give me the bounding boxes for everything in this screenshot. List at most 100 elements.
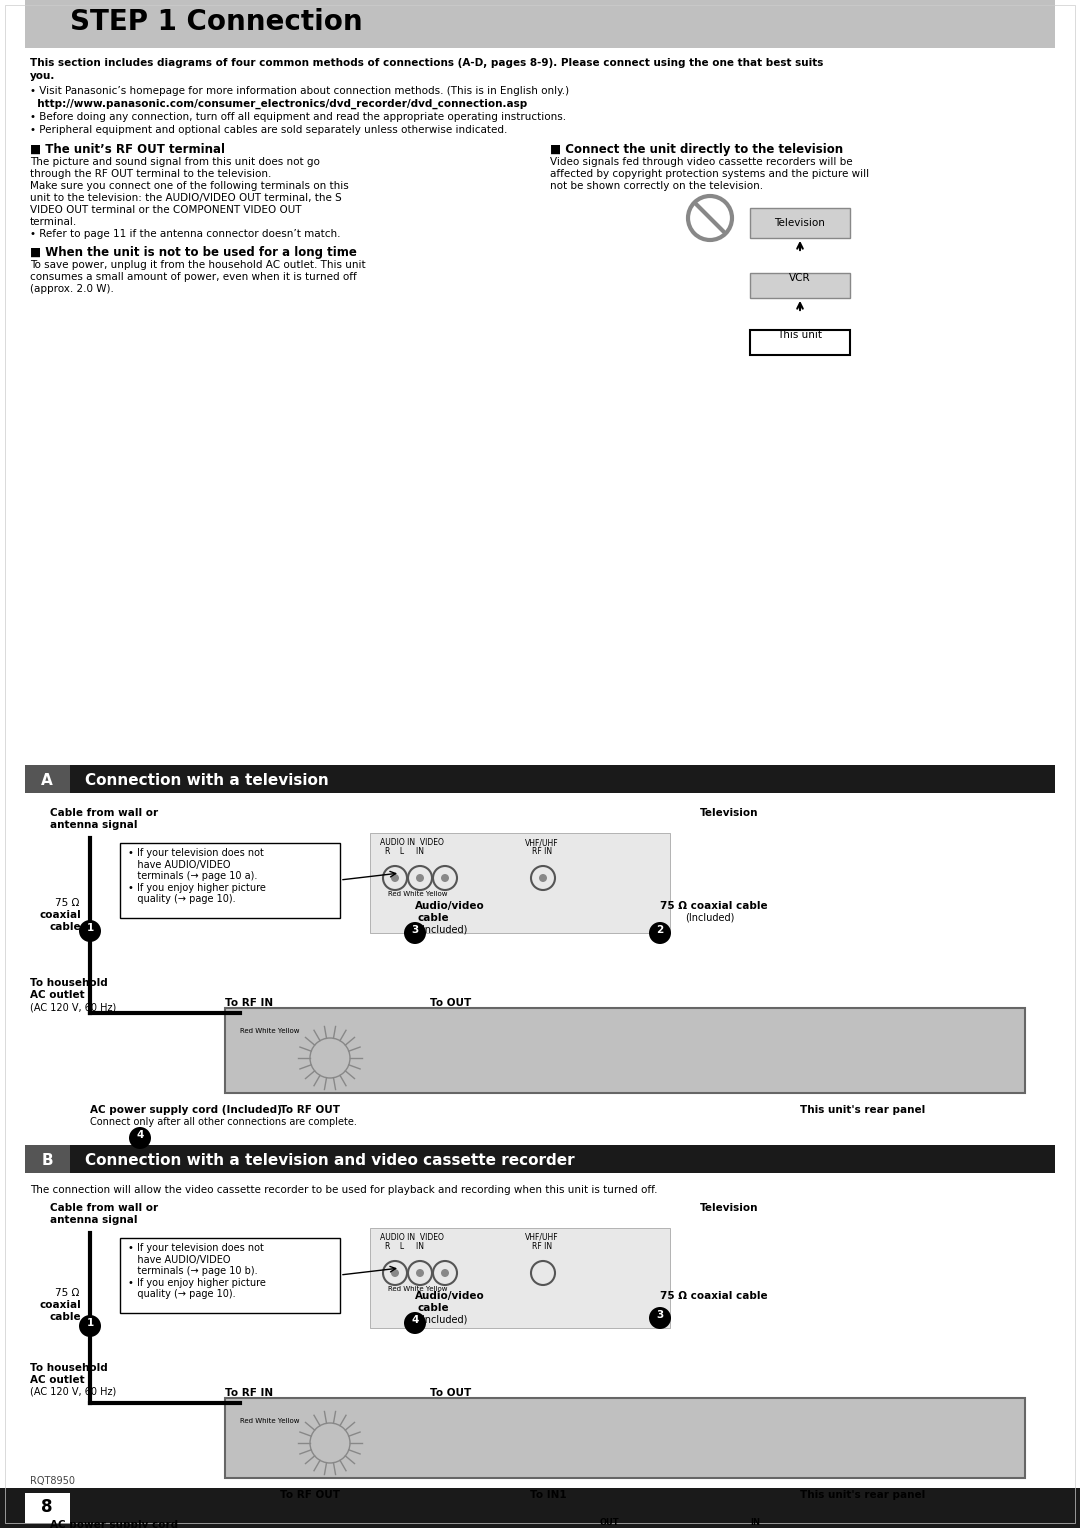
Text: ■ The unit’s RF OUT terminal: ■ The unit’s RF OUT terminal (30, 144, 225, 156)
Text: through the RF OUT terminal to the television.: through the RF OUT terminal to the telev… (30, 170, 271, 179)
Circle shape (404, 1313, 426, 1334)
Text: antenna signal: antenna signal (50, 1215, 137, 1225)
Text: To household: To household (30, 1363, 108, 1374)
Text: Television: Television (774, 219, 825, 228)
Bar (0, 1488, 1080, 1528)
Text: affected by copyright protection systems and the picture will: affected by copyright protection systems… (550, 170, 869, 179)
Text: not be shown correctly on the television.: not be shown correctly on the television… (550, 180, 764, 191)
Text: (approx. 2.0 W).: (approx. 2.0 W). (30, 284, 113, 293)
Text: Connection with a television: Connection with a television (85, 773, 328, 788)
Circle shape (649, 921, 671, 944)
Text: Red White Yellow: Red White Yellow (388, 891, 447, 897)
Bar (25, 1493, 70, 1523)
Bar (25, 0, 1055, 47)
Text: R    L     IN: R L IN (384, 847, 424, 856)
Circle shape (539, 874, 546, 882)
Text: The connection will allow the video cassette recorder to be used for playback an: The connection will allow the video cass… (30, 1186, 658, 1195)
Circle shape (129, 1128, 151, 1149)
Text: AUDIO IN  VIDEO: AUDIO IN VIDEO (380, 1233, 444, 1242)
Text: AC outlet: AC outlet (30, 990, 84, 999)
Bar (25, 766, 70, 793)
Text: This unit's rear panel: This unit's rear panel (800, 1105, 926, 1115)
Text: ■ When the unit is not to be used for a long time: ■ When the unit is not to be used for a … (30, 246, 356, 260)
Bar (750, 330, 850, 354)
Bar (225, 1398, 1025, 1478)
Circle shape (79, 1316, 102, 1337)
Text: 2: 2 (657, 924, 663, 935)
Text: Red White Yellow: Red White Yellow (240, 1418, 299, 1424)
Text: To RF OUT: To RF OUT (280, 1105, 340, 1115)
Text: cable: cable (418, 1303, 449, 1313)
Text: (AC 120 V, 60 Hz): (AC 120 V, 60 Hz) (30, 1002, 117, 1012)
Text: This section includes diagrams of four common methods of connections (A-D, pages: This section includes diagrams of four c… (30, 58, 823, 69)
Text: • Visit Panasonic’s homepage for more information about connection methods. (Thi: • Visit Panasonic’s homepage for more in… (30, 86, 569, 96)
Bar (25, 766, 1055, 793)
Circle shape (391, 874, 399, 882)
Text: RQT8950: RQT8950 (30, 1476, 75, 1487)
Text: VHF/UHF: VHF/UHF (525, 1233, 558, 1242)
Text: 3: 3 (657, 1309, 663, 1320)
Text: http://www.panasonic.com/consumer_electronics/dvd_recorder/dvd_connection.asp: http://www.panasonic.com/consumer_electr… (30, 99, 527, 110)
Circle shape (416, 874, 424, 882)
Circle shape (391, 1268, 399, 1277)
Circle shape (416, 1268, 424, 1277)
Text: Television: Television (700, 808, 758, 817)
Text: To save power, unplug it from the household AC outlet. This unit: To save power, unplug it from the househ… (30, 260, 366, 270)
Text: Audio/video: Audio/video (415, 902, 485, 911)
Text: IN: IN (750, 1517, 760, 1526)
Text: (Included): (Included) (418, 924, 468, 935)
Text: Connect only after all other connections are complete.: Connect only after all other connections… (90, 1117, 356, 1128)
Text: 75 Ω: 75 Ω (55, 1288, 79, 1297)
Text: ■ Connect the unit directly to the television: ■ Connect the unit directly to the telev… (550, 144, 843, 156)
Text: AC power supply cord: AC power supply cord (50, 1520, 178, 1528)
Text: AUDIO IN  VIDEO: AUDIO IN VIDEO (380, 837, 444, 847)
Text: STEP 1 Connection: STEP 1 Connection (70, 8, 363, 37)
Text: Cable from wall or: Cable from wall or (50, 808, 158, 817)
Text: 75 Ω coaxial cable: 75 Ω coaxial cable (660, 902, 768, 911)
Text: cable: cable (418, 914, 449, 923)
Text: cable: cable (50, 921, 82, 932)
Text: 3: 3 (411, 924, 419, 935)
Circle shape (404, 921, 426, 944)
Text: unit to the television: the AUDIO/VIDEO OUT terminal, the S: unit to the television: the AUDIO/VIDEO … (30, 193, 341, 203)
Text: • Refer to page 11 if the antenna connector doesn’t match.: • Refer to page 11 if the antenna connec… (30, 229, 340, 238)
Text: Audio/video: Audio/video (415, 1291, 485, 1300)
Text: VCR: VCR (789, 274, 811, 283)
Text: To RF OUT: To RF OUT (280, 1490, 340, 1500)
Bar (370, 833, 670, 934)
Text: 1: 1 (86, 1319, 94, 1328)
Bar (750, 274, 850, 298)
Text: coaxial: coaxial (40, 911, 82, 920)
Text: 4: 4 (136, 1131, 144, 1140)
Text: RF IN: RF IN (532, 1242, 552, 1251)
Text: The picture and sound signal from this unit does not go: The picture and sound signal from this u… (30, 157, 320, 167)
Text: 75 Ω: 75 Ω (55, 898, 79, 908)
Text: you.: you. (30, 70, 55, 81)
Text: To household: To household (30, 978, 108, 989)
Text: AC outlet: AC outlet (30, 1375, 84, 1384)
Text: RF IN: RF IN (532, 847, 552, 856)
Bar (225, 1008, 1025, 1093)
Text: Television: Television (700, 1203, 758, 1213)
Text: (AC 120 V, 60 Hz): (AC 120 V, 60 Hz) (30, 1387, 117, 1397)
Text: OUT: OUT (600, 1517, 620, 1526)
Text: AC power supply cord (Included): AC power supply cord (Included) (90, 1105, 282, 1115)
Text: 1: 1 (86, 923, 94, 934)
Text: To IN1: To IN1 (530, 1490, 567, 1500)
Text: To RF IN: To RF IN (225, 1387, 273, 1398)
Bar (25, 1144, 70, 1174)
Text: 8: 8 (41, 1497, 53, 1516)
Text: Red White Yellow: Red White Yellow (388, 1287, 447, 1293)
Text: (Included): (Included) (685, 914, 734, 923)
Bar (120, 1238, 340, 1313)
Text: To OUT: To OUT (430, 1387, 471, 1398)
Text: cable: cable (50, 1313, 82, 1322)
Text: This unit's rear panel: This unit's rear panel (800, 1490, 926, 1500)
Text: terminal.: terminal. (30, 217, 78, 228)
Text: consumes a small amount of power, even when it is turned off: consumes a small amount of power, even w… (30, 272, 356, 283)
Text: VIDEO OUT terminal or the COMPONENT VIDEO OUT: VIDEO OUT terminal or the COMPONENT VIDE… (30, 205, 301, 215)
Text: R    L     IN: R L IN (384, 1242, 424, 1251)
Text: To OUT: To OUT (430, 998, 471, 1008)
Text: 4: 4 (411, 1316, 419, 1325)
Text: Make sure you connect one of the following terminals on this: Make sure you connect one of the followi… (30, 180, 349, 191)
